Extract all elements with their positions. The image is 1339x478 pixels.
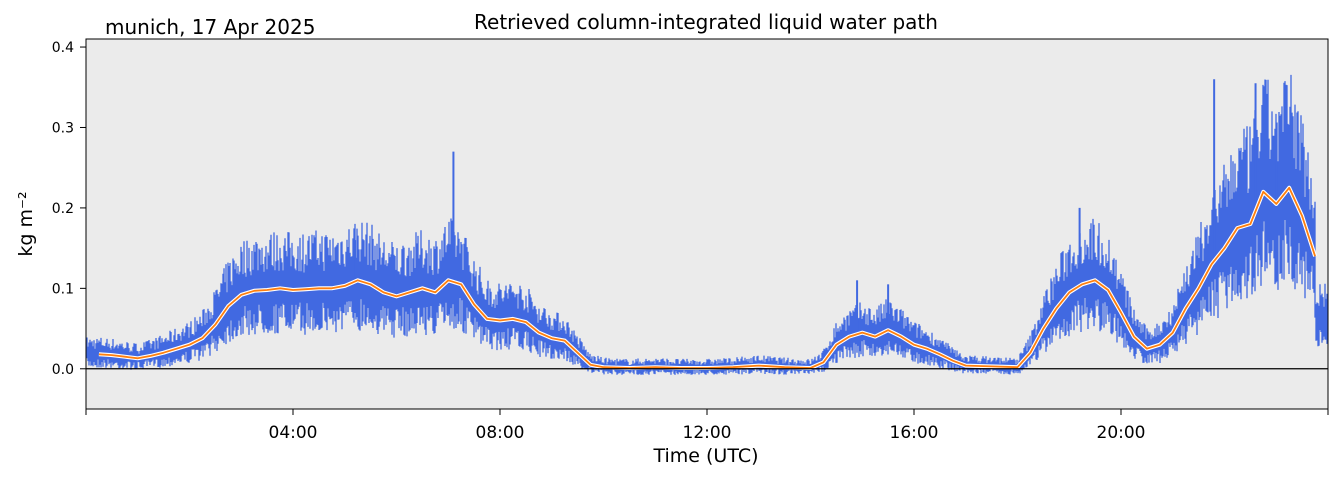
- x-axis-label: Time (UTC): [652, 445, 758, 467]
- y-axis-ticks: 0.0 0.1 0.2 0.3 0.4: [52, 40, 86, 378]
- y-tick-label: 0.0: [52, 362, 74, 378]
- x-tick-label: 16:00: [890, 423, 939, 443]
- y-tick-label: 0.2: [52, 201, 74, 217]
- plot-background: [86, 39, 1328, 409]
- x-tick-label: 12:00: [683, 423, 732, 443]
- x-tick-label: 20:00: [1097, 423, 1146, 443]
- chart-title: Retrieved column-integrated liquid water…: [474, 10, 938, 34]
- x-tick-label: 04:00: [269, 423, 318, 443]
- smoothed-line: [98, 186, 1316, 369]
- y-axis-label: kg m⁻²: [15, 191, 37, 256]
- chart-subtitle: munich, 17 Apr 2025: [105, 15, 315, 39]
- x-tick-label: 08:00: [476, 423, 525, 443]
- y-tick-label: 0.3: [52, 120, 74, 136]
- y-tick-label: 0.1: [52, 281, 74, 297]
- y-tick-label: 0.4: [52, 40, 74, 56]
- x-axis-ticks: 04:00 08:00 12:00 16:00 20:00: [85, 409, 1329, 443]
- smoothed-series: [98, 185, 1318, 370]
